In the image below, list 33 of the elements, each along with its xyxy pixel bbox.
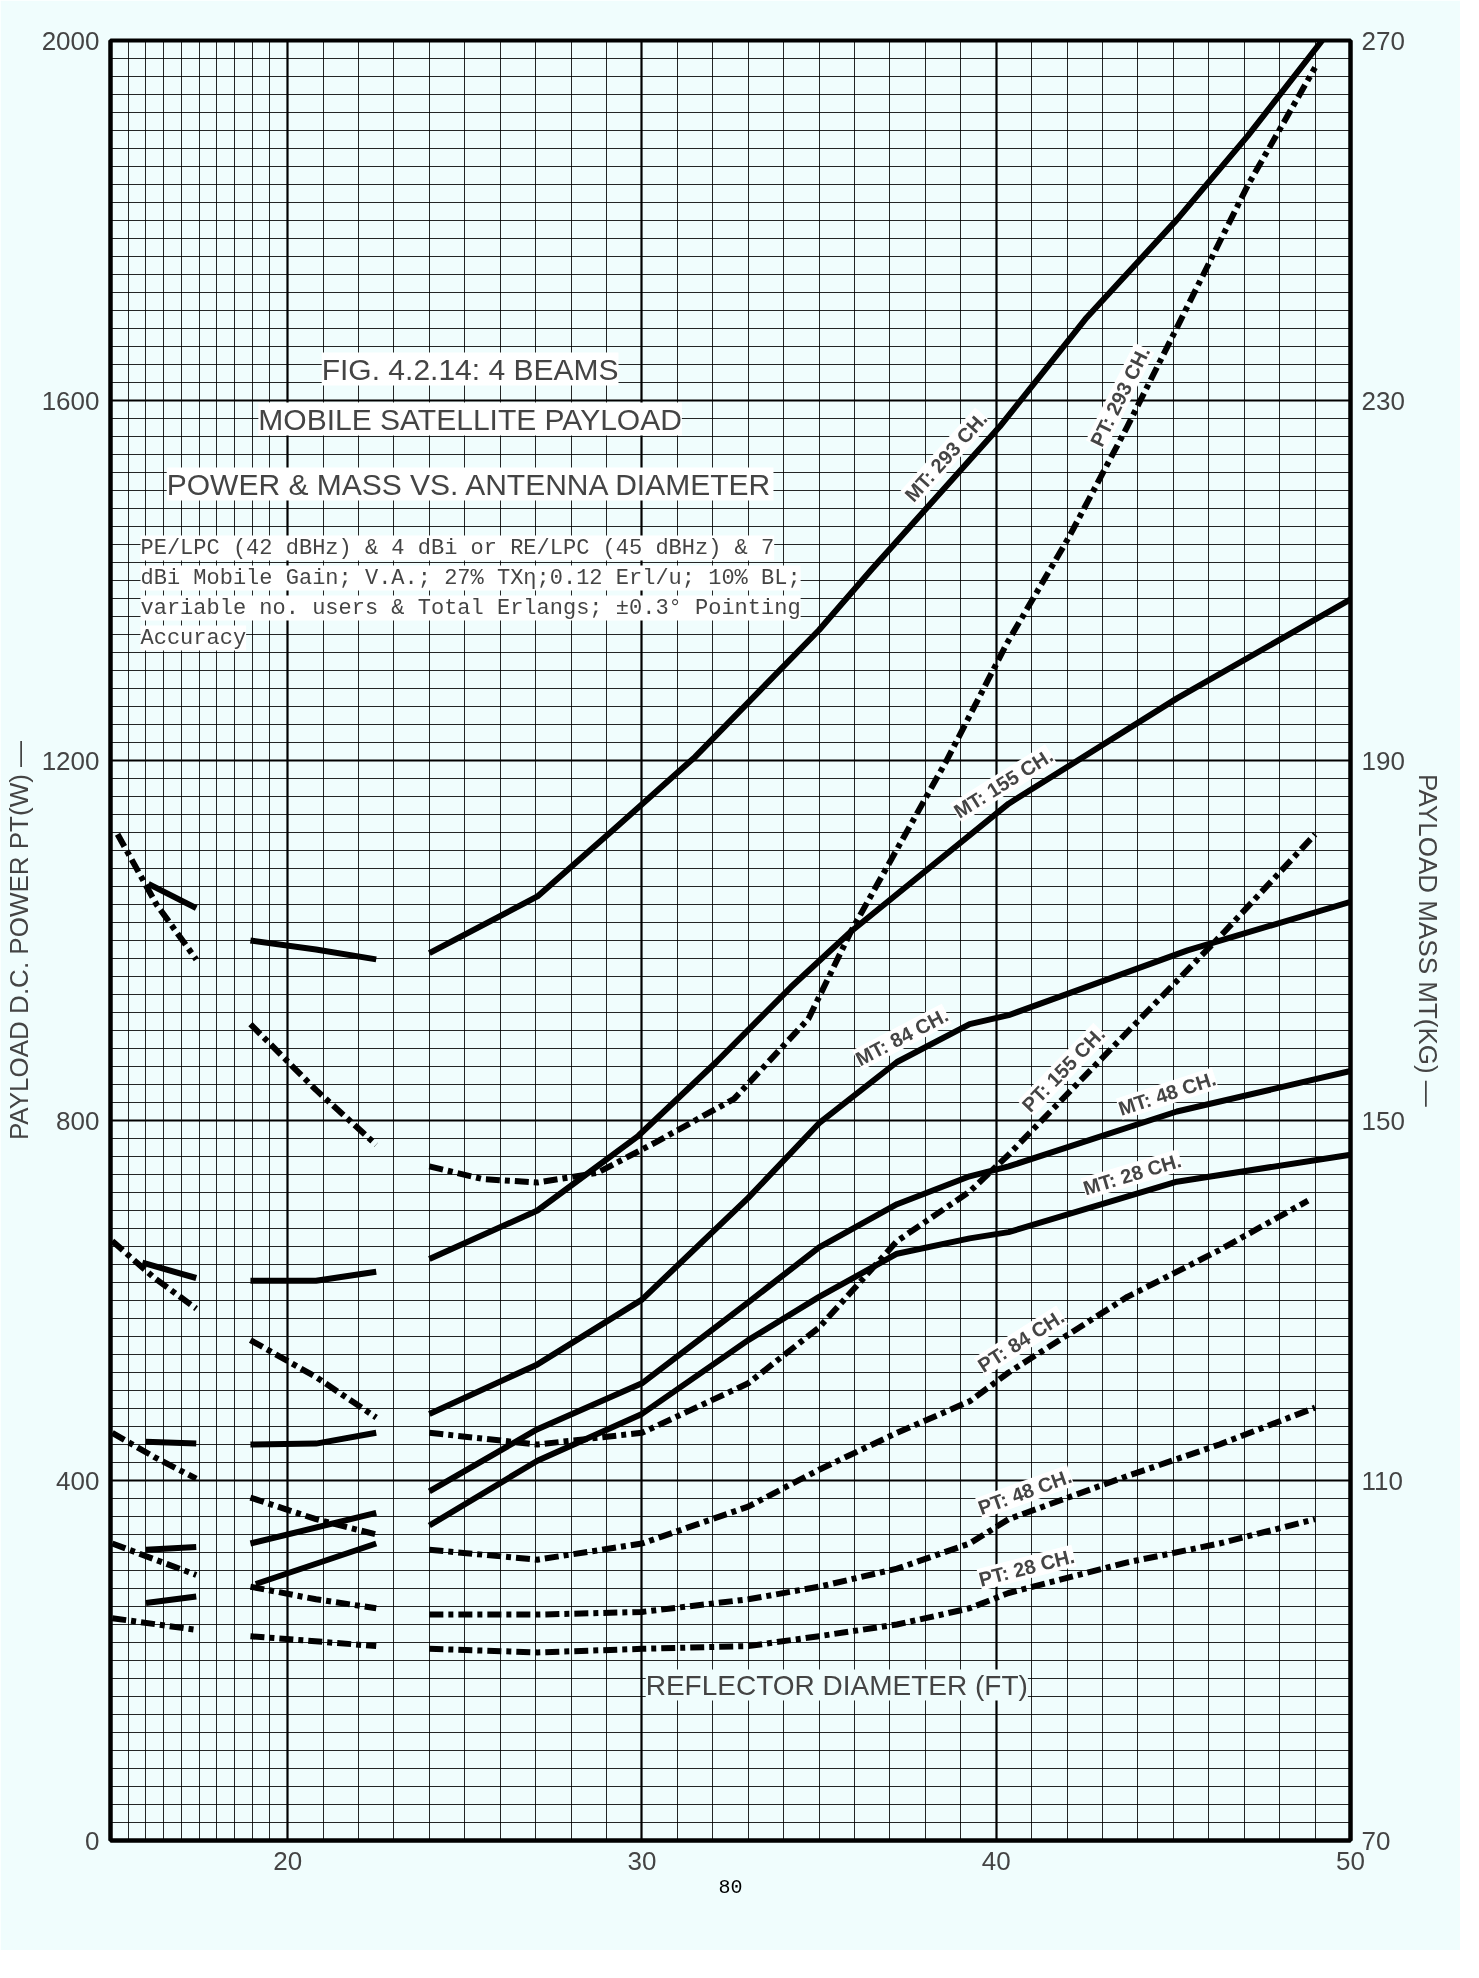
text: MT: 28 CH. <box>1080 1149 1184 1200</box>
x-tick-label: 30 <box>627 1845 657 1876</box>
text: PT: 293 CH. <box>1085 342 1155 451</box>
y2-tick-label: 230 <box>1361 385 1405 416</box>
text: PT: 28 CH. <box>976 1544 1077 1591</box>
annotation: PE/LPC (42 dBHz) & 4 dBi or RE/LPC (45 dBHz) & 7 dBi Mobile Gain; V.A.; 27% TXη;0.12 Erl/u; 10% BL; variable no. users & Total Erlangs; ±0.3° Pointing Accuracy <box>140 535 801 651</box>
text: 80 <box>718 1875 743 1899</box>
y2-tick-label: 190 <box>1361 745 1405 776</box>
y-tick-label: 2000 <box>41 25 100 56</box>
y2-tick-label: 270 <box>1361 25 1405 56</box>
text: PT: 48 CH. <box>975 1464 1075 1520</box>
y-tick-label: 1600 <box>41 385 100 416</box>
x-tick-label: 50 <box>1336 1845 1365 1876</box>
text: FIG. 4.2.14: 4 BEAMS <box>321 352 619 386</box>
y2-axis-title: PAYLOAD MASS MT(KG) — <box>1412 774 1443 1107</box>
y2-tick-label: 110 <box>1361 1465 1403 1496</box>
x-tick-label: 20 <box>273 1845 303 1876</box>
text: MT: 155 CH. <box>949 744 1057 823</box>
y-tick-label: 400 <box>56 1465 100 1496</box>
y-tick-label: 0 <box>85 1825 100 1856</box>
y-tick-label: 1200 <box>41 745 100 776</box>
text: MT: 84 CH. <box>852 1003 952 1070</box>
text: PT: 84 CH. <box>973 1305 1069 1377</box>
x-tick-label: 40 <box>981 1845 1011 1876</box>
y-tick-label: 800 <box>56 1105 100 1136</box>
text: MT: 48 CH. <box>1115 1067 1219 1120</box>
y2-tick-label: 150 <box>1361 1105 1405 1136</box>
y-axis-title: PAYLOAD D.C. POWER PT(W) — <box>3 740 34 1141</box>
annotation: POWER & MASS VS. ANTENNA DIAMETER <box>166 467 771 501</box>
x-axis-title: REFLECTOR DIAMETER (FT) <box>645 1669 1028 1701</box>
text: MT: 293 CH. <box>900 407 992 506</box>
text: PT: 155 CH. <box>1017 1022 1110 1117</box>
text: MOBILE SATELLITE PAYLOAD <box>258 402 682 436</box>
